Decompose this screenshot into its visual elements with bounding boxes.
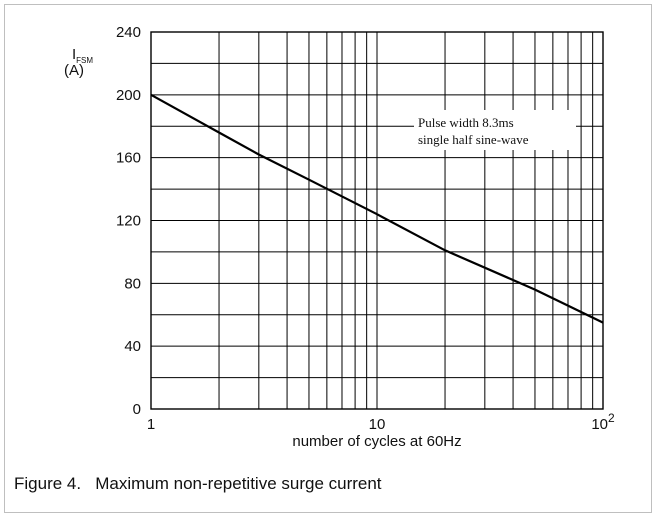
- y-tick-label: 240: [116, 24, 141, 41]
- figure-frame: [4, 4, 652, 513]
- y-tick-label: 200: [116, 87, 141, 104]
- surge-current-chart: 0 40 80 120 160 200 240 1 10 102 Pulse width 8.3…: [64, 24, 615, 450]
- y-axis-label-subscript: FSM: [76, 56, 93, 65]
- series-line: [150, 93, 604, 324]
- y-tick-labels: 0 40 80 120 160 200 240: [116, 24, 141, 418]
- series-group: [150, 93, 604, 324]
- x-tick-label: 1: [147, 416, 155, 433]
- figure-caption: Figure 4. Maximum non-repetitive surge c…: [14, 474, 382, 493]
- y-tick-label: 160: [116, 150, 141, 167]
- annotation-box: [414, 110, 576, 150]
- y-axis-label: IFSM: [72, 46, 93, 65]
- y-tick-label: 80: [124, 275, 141, 292]
- y-axis-unit: (A): [64, 62, 84, 79]
- plot-border: [150, 31, 604, 410]
- y-axis-label-symbol: I: [72, 46, 76, 63]
- annotation-line-2: single half sine-wave: [418, 132, 529, 147]
- x-tick-labels: 1 10 102: [147, 411, 615, 433]
- y-tick-label: 40: [124, 338, 141, 355]
- x-tick-label: 10: [369, 416, 386, 433]
- y-tick-label: 120: [116, 213, 141, 230]
- x-tick-label: 102: [591, 411, 615, 433]
- x-axis-label: number of cycles at 60Hz: [292, 433, 461, 450]
- y-tick-label: 0: [133, 401, 141, 418]
- annotation-line-1: Pulse width 8.3ms: [418, 115, 514, 130]
- grid: [151, 32, 603, 409]
